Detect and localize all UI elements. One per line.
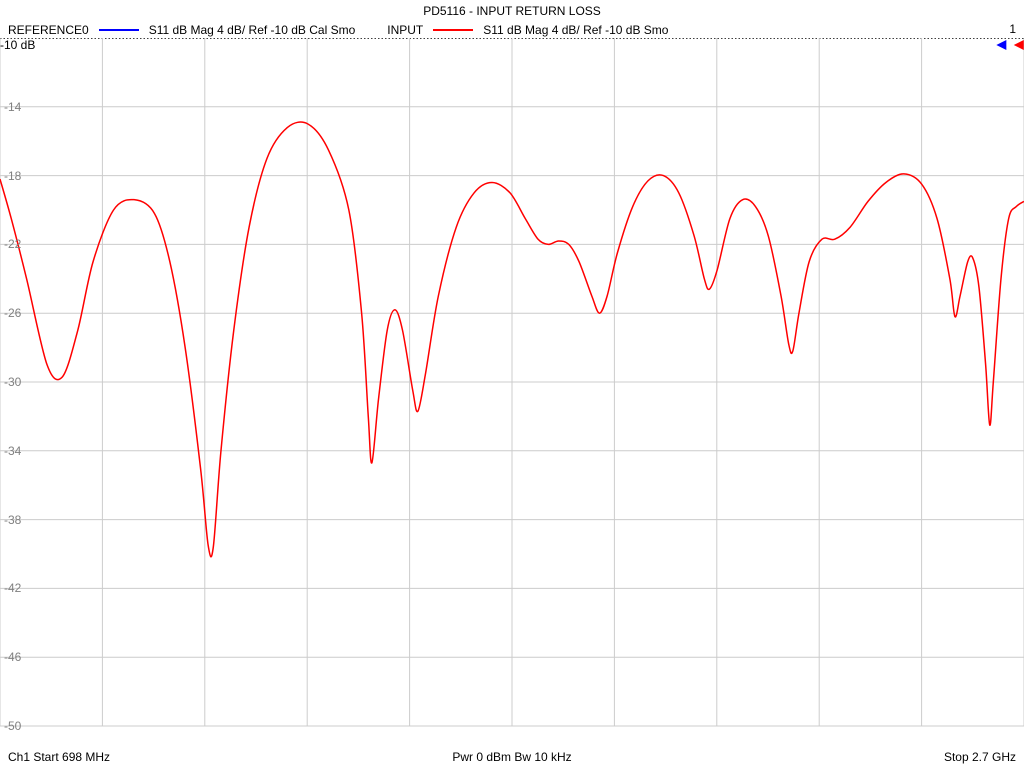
legend-trace1-swatch — [99, 29, 139, 31]
y-tick-label: -34 — [4, 444, 21, 458]
y-tick-label: -18 — [4, 169, 21, 183]
y-tick-label: -14 — [4, 100, 21, 114]
legend-trace2-name: INPUT — [387, 23, 423, 37]
y-tick-label: -42 — [4, 581, 21, 595]
footer-row: Ch1 Start 698 MHz Pwr 0 dBm Bw 10 kHz St… — [8, 750, 1016, 764]
marker-triangle-icon — [1014, 40, 1024, 50]
y-tick-label: -38 — [4, 513, 21, 527]
plot-area — [0, 38, 1024, 748]
y-tick-label: -30 — [4, 375, 21, 389]
legend-trace1-desc: S11 dB Mag 4 dB/ Ref -10 dB Cal Smo — [149, 23, 356, 37]
legend-trace2-desc: S11 dB Mag 4 dB/ Ref -10 dB Smo — [483, 23, 668, 37]
y-tick-label: -26 — [4, 306, 21, 320]
footer-center: Pwr 0 dBm Bw 10 kHz — [8, 750, 1016, 764]
legend-trace2-swatch — [433, 29, 473, 31]
y-tick-label: -22 — [4, 237, 21, 251]
marker-number: 1 — [1009, 22, 1016, 36]
footer-right: Stop 2.7 GHz — [944, 750, 1016, 764]
marker-triangle-icon — [996, 40, 1006, 50]
y-tick-label: -46 — [4, 650, 21, 664]
chart-title: PD5116 - INPUT RETURN LOSS — [0, 4, 1024, 18]
legend-row: REFERENCE0 S11 dB Mag 4 dB/ Ref -10 dB C… — [8, 22, 1016, 38]
legend-trace1-name: REFERENCE0 — [8, 23, 89, 37]
y-tick-label: -50 — [4, 719, 21, 733]
